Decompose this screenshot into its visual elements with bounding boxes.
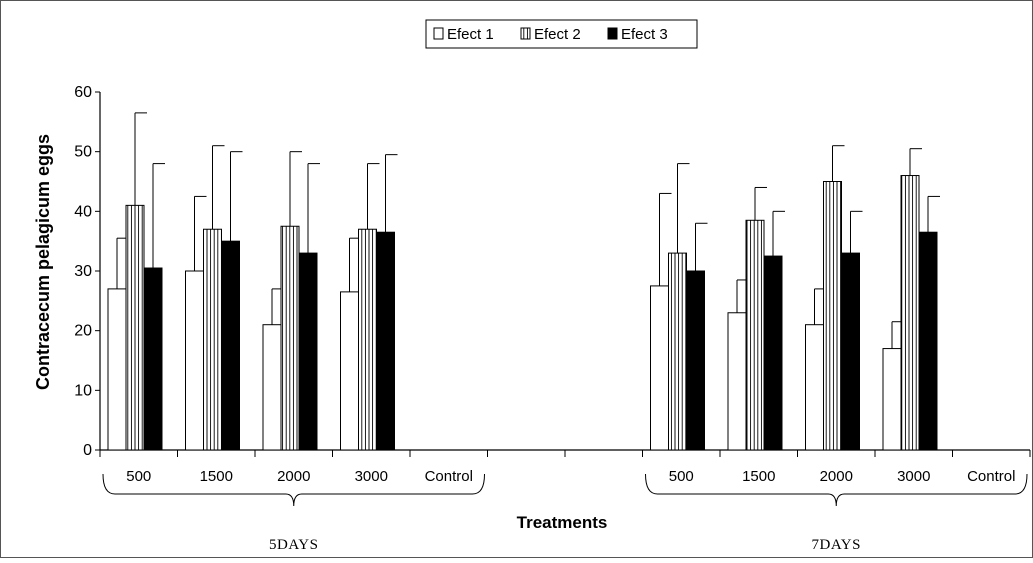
x-tick-label: 3000 bbox=[897, 468, 930, 485]
y-tick-label: 40 bbox=[74, 203, 92, 220]
bar bbox=[686, 270, 705, 451]
bar bbox=[107, 288, 127, 451]
bar bbox=[298, 252, 318, 451]
bar bbox=[668, 252, 687, 451]
x-tick-label: 2000 bbox=[277, 468, 310, 485]
bar bbox=[340, 291, 359, 451]
group-brace bbox=[645, 473, 1028, 507]
x-tick-label: 500 bbox=[126, 468, 151, 485]
bar bbox=[841, 252, 860, 451]
bar bbox=[125, 204, 145, 451]
legend-swatch bbox=[520, 27, 531, 40]
bar bbox=[262, 324, 282, 451]
x-tick-label: Control bbox=[967, 468, 1015, 485]
legend-swatch bbox=[607, 27, 618, 40]
x-tick-label: 2000 bbox=[820, 468, 853, 485]
bar bbox=[918, 231, 938, 451]
legend-label: Efect 2 bbox=[534, 26, 581, 43]
x-tick-label: Control bbox=[425, 468, 473, 485]
bar bbox=[221, 240, 240, 451]
group-label: 7DAYS bbox=[812, 537, 861, 553]
y-axis-label: Contracecum pelagicum eggs bbox=[33, 134, 53, 390]
bar bbox=[727, 312, 747, 451]
y-tick-label: 60 bbox=[74, 84, 92, 101]
group-label: 5DAYS bbox=[269, 537, 318, 553]
x-axis-label: Treatments bbox=[517, 513, 608, 532]
x-tick-label: 3000 bbox=[355, 468, 388, 485]
y-tick-label: 30 bbox=[74, 263, 92, 280]
bar bbox=[745, 219, 765, 451]
bar bbox=[882, 348, 902, 451]
y-tick-label: 10 bbox=[74, 382, 92, 399]
x-tick-label: 1500 bbox=[200, 468, 233, 485]
y-tick-label: 20 bbox=[74, 323, 92, 340]
bar bbox=[650, 285, 669, 451]
x-tick-label: 500 bbox=[669, 468, 694, 485]
bar bbox=[900, 175, 920, 451]
bar bbox=[280, 225, 300, 451]
bar bbox=[203, 228, 222, 451]
x-tick-label: 1500 bbox=[742, 468, 775, 485]
y-tick-label: 50 bbox=[74, 144, 92, 161]
bar bbox=[376, 231, 395, 451]
bar bbox=[823, 181, 842, 451]
bar bbox=[358, 228, 377, 451]
bar bbox=[143, 267, 163, 451]
group-brace bbox=[102, 473, 485, 507]
legend-label: Efect 1 bbox=[447, 26, 494, 43]
legend-label: Efect 3 bbox=[621, 26, 668, 43]
bar bbox=[185, 270, 204, 451]
legend-swatch bbox=[433, 27, 444, 40]
legend-box bbox=[425, 19, 698, 49]
bar bbox=[805, 324, 824, 451]
y-tick-label: 0 bbox=[83, 442, 92, 459]
bar bbox=[763, 255, 783, 451]
